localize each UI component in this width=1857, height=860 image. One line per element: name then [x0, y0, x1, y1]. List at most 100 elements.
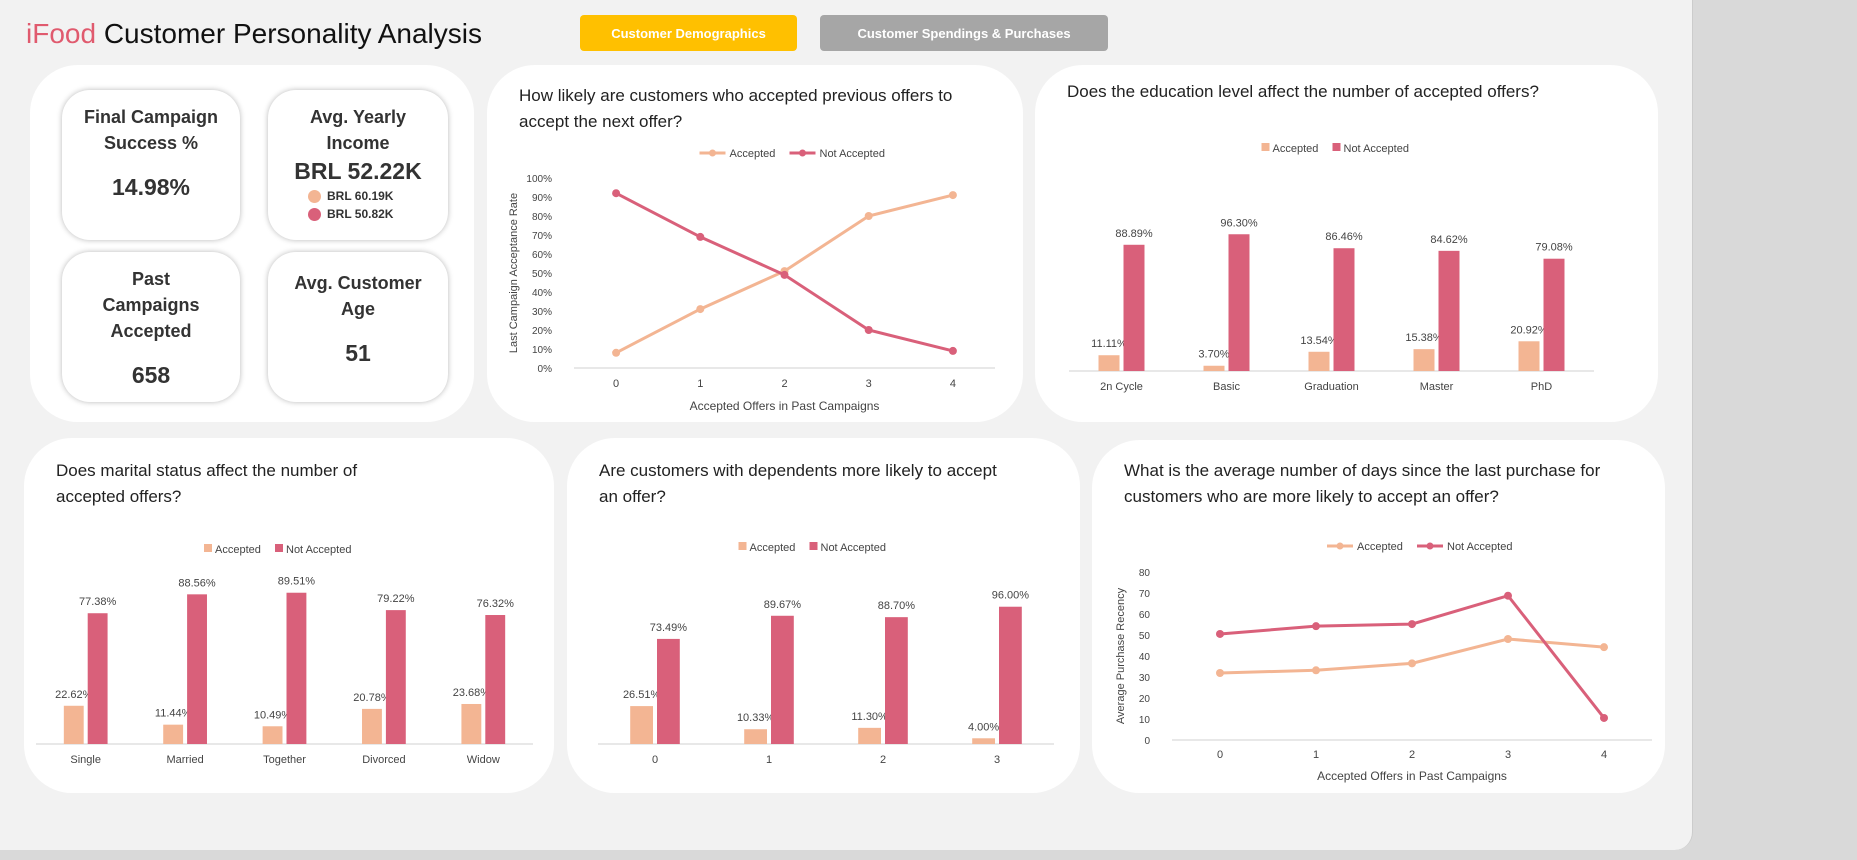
y-tick-label: 50%	[532, 269, 552, 280]
kpi-value: 51	[345, 340, 371, 366]
not-accepted-dot-icon	[308, 207, 321, 221]
customer-demographics-button[interactable]: Customer Demographics	[580, 15, 797, 51]
data-label: 79.22%	[377, 593, 415, 605]
x-tick-label: 1	[1313, 749, 1319, 761]
bar-accepted	[1308, 351, 1330, 371]
data-label: 96.30%	[1220, 217, 1258, 229]
x-tick-label: Divorced	[362, 754, 405, 766]
chart-title: How likely are customers who accepted pr…	[519, 86, 953, 131]
legend-label-accepted: Accepted	[1273, 143, 1319, 155]
data-label: 89.51%	[278, 576, 316, 588]
legend-swatch-icon	[809, 542, 818, 550]
x-tick-label: 0	[613, 378, 619, 390]
data-label: 26.51%	[623, 689, 661, 701]
bar-not-accepted	[999, 606, 1022, 744]
legend-label-accepted: Accepted	[730, 148, 776, 160]
data-label: 77.38%	[79, 596, 117, 608]
dashboard-frame: iFood Customer Personality Analysis Cust…	[0, 0, 1693, 850]
legend-swatch-icon	[1261, 143, 1270, 151]
data-label: 11.44%	[155, 708, 192, 720]
bar-accepted	[1203, 365, 1225, 371]
x-axis-title: Accepted Offers in Past Campaigns	[690, 399, 880, 413]
kpi-age: Avg. Customer Age 51	[268, 252, 448, 402]
income-accepted: BRL 60.19K	[308, 189, 448, 203]
x-tick-label: PhD	[1531, 381, 1552, 393]
x-tick-label: Widow	[467, 754, 500, 766]
kpi-value: 658	[131, 362, 171, 388]
bar-accepted	[63, 705, 84, 744]
data-point-accepted	[1600, 643, 1608, 652]
data-label: 88.70%	[878, 600, 916, 612]
legend-marker-icon	[1426, 542, 1434, 550]
data-label: 88.56%	[178, 577, 216, 589]
bar-not-accepted	[485, 615, 506, 744]
chart-panel-marital: Does marital status affect the number of…	[24, 438, 554, 793]
chart-title: What is the average number of days since…	[1124, 461, 1601, 506]
x-tick-label: 2n Cycle	[1100, 381, 1143, 393]
customer-spendings-button[interactable]: Customer Spendings & Purchases	[820, 15, 1108, 51]
data-label: 79.08%	[1535, 242, 1573, 254]
bar-accepted	[461, 703, 482, 744]
chart-title: Are customers with dependents more likel…	[599, 461, 997, 506]
y-tick-label: 80	[1139, 568, 1151, 579]
y-tick-label: 30%	[532, 307, 552, 318]
data-point-not-accepted	[1600, 713, 1608, 722]
y-axis-title: Average Purchase Recency	[1115, 587, 1127, 724]
data-point-not-accepted	[1408, 620, 1416, 629]
data-label: 86.46%	[1325, 231, 1363, 243]
data-label: 13.54%	[1300, 335, 1338, 347]
bar-accepted	[858, 727, 881, 744]
chart-panel-recency: What is the average number of days since…	[1092, 440, 1665, 793]
data-label: 3.70%	[1198, 349, 1229, 361]
kpi-label: Past Campaigns Accepted	[102, 269, 200, 341]
data-label: 89.67%	[764, 599, 802, 611]
data-point-accepted	[612, 348, 621, 357]
data-point-not-accepted	[1504, 591, 1512, 600]
kpi-panel: Final Campaign Success % 14.98% Avg. Yea…	[30, 65, 474, 422]
brand-name: iFood	[26, 18, 97, 49]
legend-marker-icon	[1336, 542, 1344, 550]
y-axis-title: Last Campaign Acceptance Rate	[508, 193, 520, 353]
series-line-not-accepted	[1219, 594, 1606, 719]
chart-panel-dependents: Are customers with dependents more likel…	[567, 438, 1080, 793]
kpi-value: 14.98%	[111, 174, 190, 200]
y-tick-label: 70	[1139, 589, 1151, 600]
x-tick-label: 3	[994, 754, 1000, 766]
data-label: 96.00%	[992, 590, 1030, 602]
data-point-accepted	[1312, 666, 1320, 675]
marital-bar-chart: Accepted Not Accepted 22.62% 77.38% Single 11…	[36, 544, 533, 766]
income-not-accepted-value: BRL 50.82K	[327, 207, 394, 221]
y-tick-label: 90%	[532, 193, 552, 204]
x-tick-label: 0	[652, 754, 658, 766]
legend-label-not-accepted: Not Accepted	[286, 544, 351, 556]
x-tick-label: 1	[697, 378, 703, 390]
data-label: 11.30%	[851, 711, 888, 723]
chart-panel-education: Does the education level affect the numb…	[1035, 65, 1658, 422]
y-tick-label: 40	[1139, 652, 1151, 663]
bar-not-accepted	[1333, 248, 1355, 371]
y-tick-label: 30	[1139, 673, 1151, 684]
data-label: 22.62%	[55, 689, 93, 701]
legend-swatch-icon	[1332, 143, 1341, 151]
dependents-bar-chart: Accepted Not Accepted 26.51% 73.49% 0 10.33% 8…	[598, 542, 1054, 766]
legend-label-accepted: Accepted	[1357, 541, 1403, 553]
legend-label-accepted: Accepted	[215, 544, 261, 556]
data-label: 10.49%	[254, 709, 292, 721]
bar-accepted	[362, 708, 382, 744]
kpi-past-campaigns: Past Campaigns Accepted 658	[62, 252, 240, 402]
legend-label-accepted: Accepted	[750, 542, 796, 554]
bar-not-accepted	[1123, 244, 1145, 371]
y-tick-label: 20%	[532, 326, 552, 337]
legend-label-not-accepted: Not Accepted	[1344, 143, 1409, 155]
y-tick-label: 70%	[532, 231, 552, 242]
data-point-not-accepted	[612, 189, 621, 198]
bar-not-accepted	[1543, 258, 1565, 371]
bar-not-accepted	[771, 615, 794, 744]
recency-line-chart: Accepted Not Accepted 0 10 20 30 40 50 60 70 80 0 1 2…	[1115, 541, 1652, 783]
bar-accepted	[744, 729, 767, 744]
y-tick-label: 80%	[532, 212, 552, 223]
income-accepted-value: BRL 60.19K	[327, 189, 394, 203]
kpi-income: Avg. Yearly Income BRL 52.22K BRL 60.19K…	[268, 90, 448, 240]
data-label: 23.68%	[453, 687, 491, 699]
kpi-label: Avg. Yearly Income	[309, 107, 407, 153]
